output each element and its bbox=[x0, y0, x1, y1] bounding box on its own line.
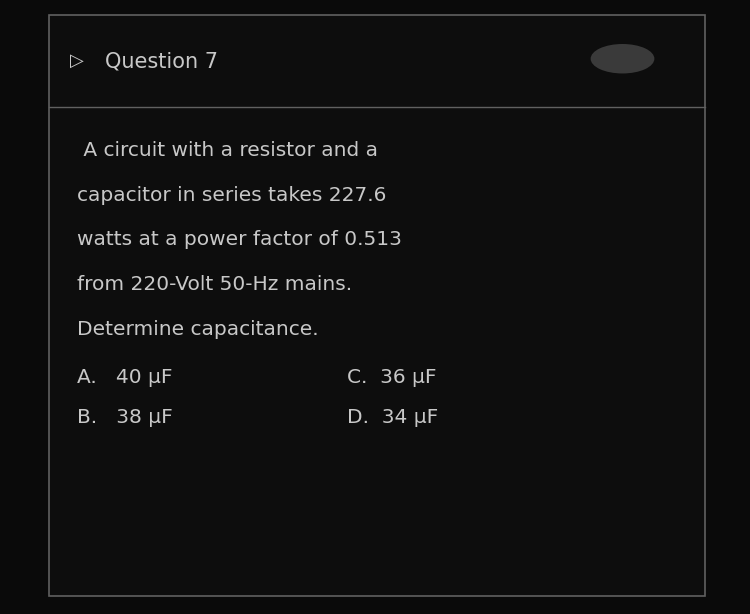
FancyBboxPatch shape bbox=[49, 15, 705, 596]
Text: A circuit with a resistor and a: A circuit with a resistor and a bbox=[77, 141, 378, 160]
Text: Determine capacitance.: Determine capacitance. bbox=[77, 320, 319, 339]
Text: A.   40 μF: A. 40 μF bbox=[77, 368, 172, 387]
Text: from 220-Volt 50-Hz mains.: from 220-Volt 50-Hz mains. bbox=[77, 275, 352, 294]
Text: B.   38 μF: B. 38 μF bbox=[77, 408, 173, 427]
Text: D.  34 μF: D. 34 μF bbox=[347, 408, 439, 427]
Text: C.  36 μF: C. 36 μF bbox=[347, 368, 436, 387]
Text: Question 7: Question 7 bbox=[105, 51, 218, 71]
Text: ▷: ▷ bbox=[70, 52, 84, 70]
Text: watts at a power factor of 0.513: watts at a power factor of 0.513 bbox=[77, 230, 402, 249]
Ellipse shape bbox=[591, 44, 654, 74]
Text: capacitor in series takes 227.6: capacitor in series takes 227.6 bbox=[77, 185, 387, 204]
